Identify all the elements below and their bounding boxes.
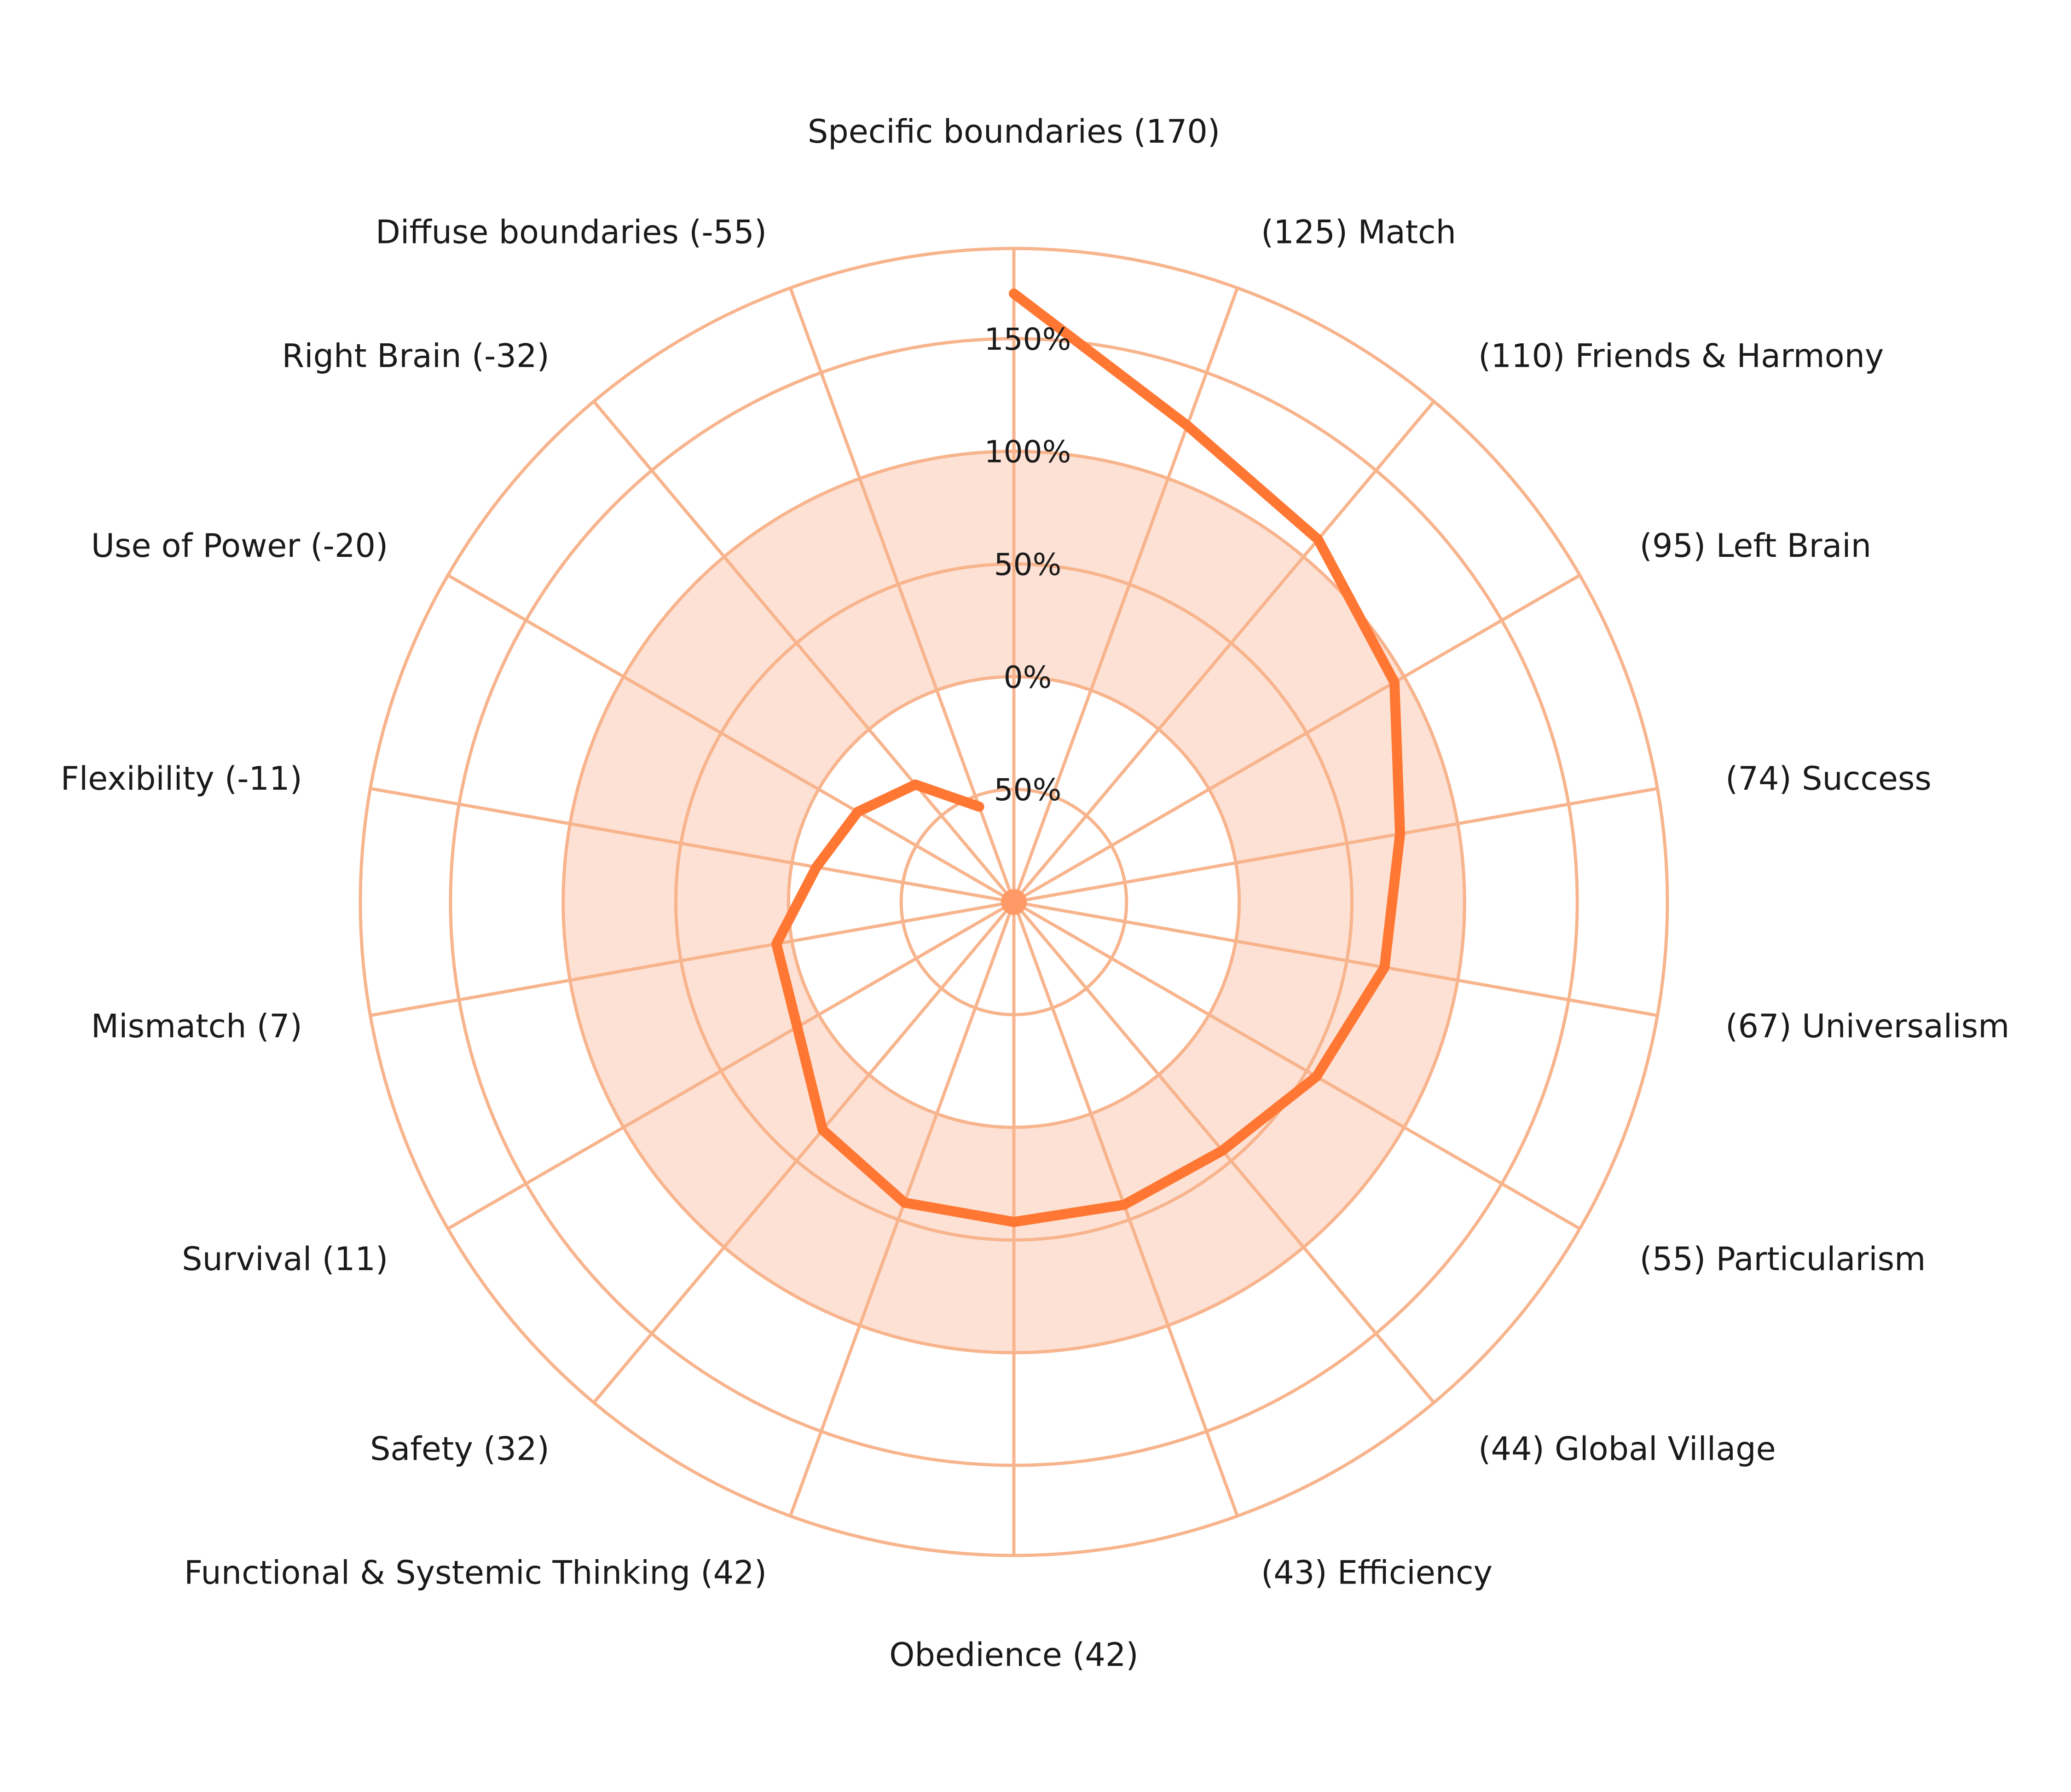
spoke-4 — [1013, 786, 1658, 904]
spoke-11 — [592, 901, 1015, 1404]
tick-label-4: 150% — [984, 322, 1071, 357]
tick-label-0: 50% — [994, 772, 1062, 808]
category-label-8: (43) Efficiency — [1261, 1554, 1493, 1592]
data-point-15 — [857, 811, 858, 813]
category-label-12: Survival (11) — [182, 1240, 388, 1278]
tick-label-1: 0% — [1004, 659, 1052, 695]
spoke-13 — [370, 900, 1014, 1017]
category-label-0: Specific boundaries (170) — [808, 113, 1220, 150]
data-point-12 — [797, 1026, 798, 1028]
data-point-5 — [1384, 966, 1385, 968]
category-label-15: Use of Power (-20) — [91, 527, 388, 565]
category-label-2: (110) Friends & Harmony — [1478, 337, 1884, 375]
spoke-3 — [1013, 573, 1581, 904]
series-line — [771, 288, 1406, 1227]
category-label-7: (44) Global Village — [1478, 1430, 1776, 1468]
grid-layer — [359, 247, 1669, 1557]
data-point-8 — [1123, 1204, 1125, 1205]
data-point-6 — [1316, 1076, 1317, 1077]
tick-label-layer: 50% 0% 50% 100% 150% — [984, 322, 1071, 808]
spoke-17 — [789, 287, 1016, 903]
data-point-9 — [1013, 1221, 1014, 1223]
category-label-6: (55) Particularism — [1640, 1240, 1926, 1278]
spoke-5 — [1013, 900, 1658, 1017]
spoke-10 — [789, 901, 1016, 1517]
center-dot — [1001, 889, 1027, 915]
spoke-6 — [1013, 900, 1581, 1231]
data-point-11 — [822, 1129, 823, 1131]
data-point-17 — [978, 806, 980, 807]
category-label-10: Functional & Systemic Thinking (42) — [184, 1554, 767, 1592]
category-label-16: Right Brain (-32) — [282, 337, 550, 375]
data-point-7 — [1222, 1150, 1223, 1151]
category-label-5: (67) Universalism — [1725, 1007, 2009, 1045]
spoke-12 — [447, 900, 1015, 1231]
category-label-13: Mismatch (7) — [91, 1007, 302, 1045]
category-label-14: Flexibility (-11) — [61, 760, 302, 798]
data-point-10 — [904, 1202, 905, 1203]
spoke-2 — [1012, 400, 1435, 903]
category-label-11: Safety (32) — [370, 1430, 550, 1468]
category-label-3: (95) Left Brain — [1640, 527, 1871, 565]
data-point-3 — [1394, 682, 1395, 683]
data-point-2 — [1317, 539, 1319, 540]
category-label-1: (125) Match — [1261, 213, 1456, 251]
tick-label-3: 100% — [984, 434, 1071, 470]
data-point-0 — [1013, 293, 1014, 294]
band-layer — [563, 451, 1465, 1353]
data-point-13 — [776, 943, 777, 944]
spoke-16 — [592, 400, 1015, 903]
category-label-4: (74) Success — [1725, 760, 1932, 798]
tick-label-2: 50% — [994, 547, 1062, 583]
spoke-1 — [1012, 287, 1239, 903]
category-label-9: Obedience (42) — [889, 1636, 1138, 1674]
series-layer — [771, 288, 1406, 1227]
spoke-15 — [447, 573, 1015, 904]
data-point-1 — [1186, 425, 1188, 426]
category-label-17: Diffuse boundaries (-55) — [376, 213, 767, 251]
reference-band — [563, 451, 1465, 1353]
category-label-layer: Specific boundaries (170) (125) Match (110… — [61, 113, 2010, 1674]
spoke-14 — [370, 786, 1014, 904]
data-point-16 — [914, 784, 916, 785]
